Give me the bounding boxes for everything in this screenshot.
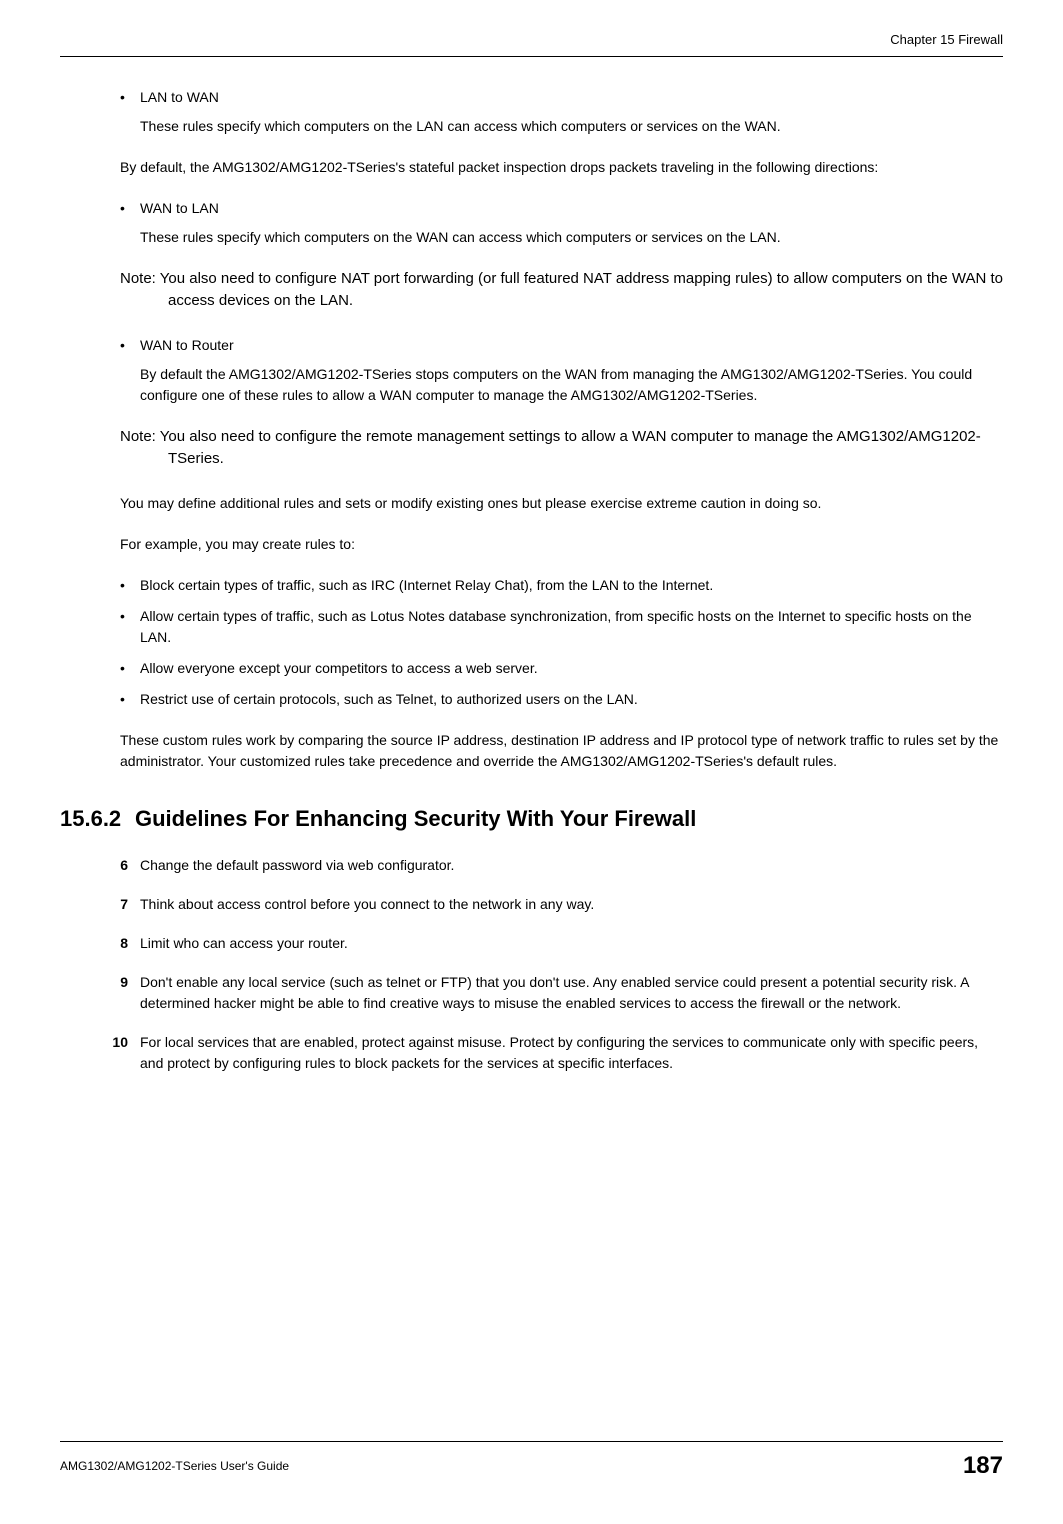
- item-text: For local services that are enabled, pro…: [140, 1032, 1003, 1074]
- list-text: Restrict use of certain protocols, such …: [140, 689, 1003, 710]
- paragraph: By default, the AMG1302/AMG1202-TSeries'…: [120, 157, 1003, 178]
- bullet-marker: •: [120, 335, 140, 356]
- example-list: • Block certain types of traffic, such a…: [120, 575, 1003, 710]
- list-item: • Allow everyone except your competitors…: [120, 658, 1003, 679]
- numbered-item: 6 Change the default password via web co…: [105, 855, 1003, 876]
- item-number: 6: [105, 855, 140, 876]
- bullet-item: • LAN to WAN These rules specify which c…: [120, 87, 1003, 137]
- page-content: • LAN to WAN These rules specify which c…: [60, 57, 1003, 1074]
- bullet-title: LAN to WAN: [140, 87, 1003, 108]
- paragraph: You may define additional rules and sets…: [120, 493, 1003, 514]
- paragraph: For example, you may create rules to:: [120, 534, 1003, 555]
- numbered-item: 8 Limit who can access your router.: [105, 933, 1003, 954]
- item-text: Think about access control before you co…: [140, 894, 1003, 915]
- section-heading: 15.6.2Guidelines For Enhancing Security …: [60, 802, 1003, 835]
- bullet-title: WAN to Router: [140, 335, 1003, 356]
- page-header: Chapter 15 Firewall: [60, 0, 1003, 57]
- item-text: Limit who can access your router.: [140, 933, 1003, 954]
- section-title: Guidelines For Enhancing Security With Y…: [135, 806, 696, 831]
- footer-guide-name: AMG1302/AMG1202-TSeries User's Guide: [60, 1457, 289, 1475]
- note-text: Note: You also need to configure NAT por…: [120, 268, 1003, 313]
- bullet-line: • WAN to LAN: [120, 198, 1003, 219]
- numbered-item: 10 For local services that are enabled, …: [105, 1032, 1003, 1074]
- numbered-item: 9 Don't enable any local service (such a…: [105, 972, 1003, 1014]
- bullet-item: • WAN to LAN These rules specify which c…: [120, 198, 1003, 248]
- bullet-description: These rules specify which computers on t…: [120, 116, 1003, 137]
- list-text: Block certain types of traffic, such as …: [140, 575, 1003, 596]
- item-number: 10: [105, 1032, 140, 1074]
- list-item: • Allow certain types of traffic, such a…: [120, 606, 1003, 648]
- item-text: Change the default password via web conf…: [140, 855, 1003, 876]
- section-number: 15.6.2: [60, 802, 135, 835]
- bullet-item: • WAN to Router By default the AMG1302/A…: [120, 335, 1003, 406]
- bullet-marker: •: [120, 606, 140, 648]
- list-text: Allow certain types of traffic, such as …: [140, 606, 1003, 648]
- chapter-label: Chapter 15 Firewall: [890, 32, 1003, 47]
- bullet-marker: •: [120, 87, 140, 108]
- paragraph: These custom rules work by comparing the…: [120, 730, 1003, 772]
- bullet-description: These rules specify which computers on t…: [120, 227, 1003, 248]
- note-text: Note: You also need to configure the rem…: [120, 426, 1003, 471]
- list-item: • Restrict use of certain protocols, suc…: [120, 689, 1003, 710]
- numbered-item: 7 Think about access control before you …: [105, 894, 1003, 915]
- bullet-description: By default the AMG1302/AMG1202-TSeries s…: [120, 364, 1003, 406]
- bullet-marker: •: [120, 575, 140, 596]
- list-item: • Block certain types of traffic, such a…: [120, 575, 1003, 596]
- bullet-marker: •: [120, 658, 140, 679]
- page-number: 187: [963, 1448, 1003, 1484]
- item-number: 8: [105, 933, 140, 954]
- bullet-title: WAN to LAN: [140, 198, 1003, 219]
- list-text: Allow everyone except your competitors t…: [140, 658, 1003, 679]
- item-number: 7: [105, 894, 140, 915]
- item-text: Don't enable any local service (such as …: [140, 972, 1003, 1014]
- page-footer: AMG1302/AMG1202-TSeries User's Guide 187: [60, 1441, 1003, 1484]
- bullet-marker: •: [120, 689, 140, 710]
- item-number: 9: [105, 972, 140, 1014]
- bullet-line: • WAN to Router: [120, 335, 1003, 356]
- bullet-line: • LAN to WAN: [120, 87, 1003, 108]
- bullet-marker: •: [120, 198, 140, 219]
